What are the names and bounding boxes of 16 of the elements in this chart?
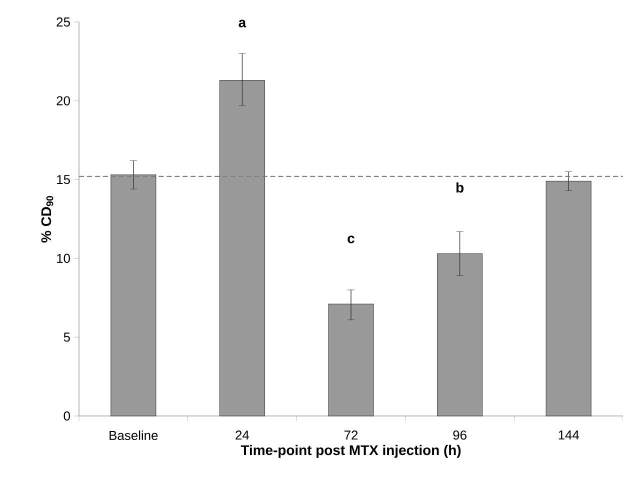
- x-tick-label: 24: [236, 430, 250, 440]
- annotation: a: [238, 20, 246, 28]
- x-axis-title: Time-point post MTX injection (h): [240, 444, 461, 458]
- y-tick-label: 10: [57, 254, 70, 263]
- annotation: b: [456, 182, 464, 193]
- x-tick-label: 72: [344, 430, 358, 440]
- annotation: c: [348, 236, 354, 244]
- y-axis-title: % CD$_{90}$: [41, 196, 54, 243]
- y-tick-label: 20: [56, 96, 70, 106]
- x-tick-label: Baseline: [110, 430, 158, 440]
- x-tick-label: 144: [558, 430, 580, 440]
- y-tick-label: 0: [64, 411, 70, 421]
- x-tick-label: 96: [453, 430, 466, 440]
- y-tick-label: 5: [64, 332, 70, 342]
- y-tick-label: 25: [56, 17, 70, 27]
- y-tick-label: 15: [57, 175, 70, 184]
